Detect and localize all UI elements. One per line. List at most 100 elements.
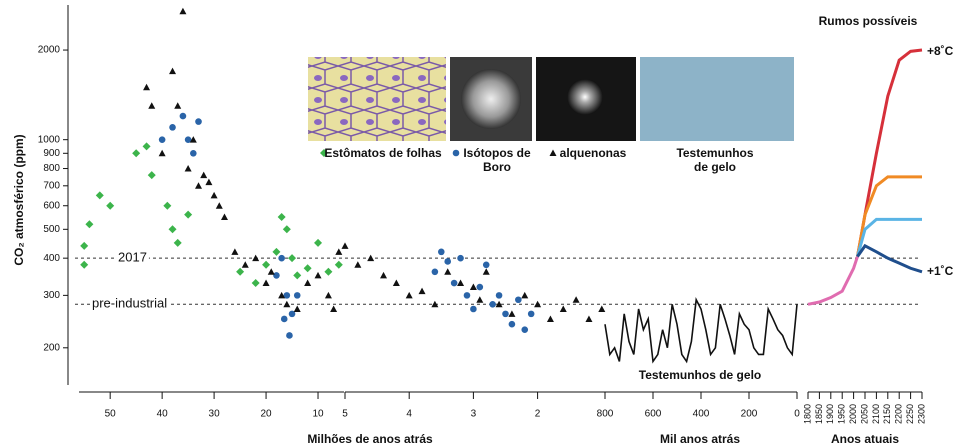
point xyxy=(262,260,271,269)
point xyxy=(293,305,301,312)
x-tick-label: 2000 xyxy=(848,404,858,424)
annotation: Testemunhos de gelo xyxy=(639,368,761,382)
point xyxy=(158,136,166,143)
reference-label: pre-industrial xyxy=(92,296,167,311)
point xyxy=(463,292,471,299)
point xyxy=(283,292,291,299)
point xyxy=(293,292,301,299)
point xyxy=(278,254,285,262)
point xyxy=(184,165,192,172)
y-tick-label: 200 xyxy=(43,342,60,353)
photo-stomata xyxy=(308,57,446,141)
point xyxy=(163,201,172,210)
point xyxy=(324,291,332,299)
x-tick-label: 5 xyxy=(342,409,348,420)
point xyxy=(195,182,203,189)
point xyxy=(288,254,297,263)
point xyxy=(267,268,275,275)
point xyxy=(272,247,281,256)
y-tick-label: 700 xyxy=(43,180,60,191)
point xyxy=(380,271,388,279)
y-tick-label: 800 xyxy=(43,163,60,174)
point xyxy=(215,202,223,209)
point xyxy=(515,296,522,304)
point xyxy=(431,268,439,276)
point xyxy=(534,300,542,308)
point xyxy=(572,296,580,303)
point xyxy=(80,260,89,269)
point xyxy=(195,118,202,125)
point xyxy=(330,305,338,312)
x-tick-label: 200 xyxy=(741,409,758,420)
x-tick-label: 1800 xyxy=(802,404,812,424)
point xyxy=(585,315,593,322)
point xyxy=(476,296,484,303)
y-tick-label: 600 xyxy=(43,200,60,211)
point xyxy=(482,261,490,269)
point xyxy=(335,248,343,255)
point xyxy=(482,268,490,275)
annotation: +1˚C xyxy=(927,264,954,278)
point xyxy=(444,268,452,275)
legend-marker xyxy=(549,149,557,156)
legend-entry: Testemunhos de gelo xyxy=(676,146,754,174)
point xyxy=(489,300,496,308)
point xyxy=(288,310,296,318)
x-tick-label: 2150 xyxy=(882,404,892,424)
point xyxy=(280,315,288,323)
x-tick-label: 2 xyxy=(535,409,541,420)
x-tick-label: 10 xyxy=(312,409,324,420)
point xyxy=(251,279,260,288)
point xyxy=(354,261,362,268)
x-tick-label: 3 xyxy=(471,409,477,420)
point xyxy=(277,212,286,221)
point xyxy=(184,210,193,219)
point xyxy=(598,305,606,312)
photo-boron-shape xyxy=(461,69,521,129)
x-tick-label: 2050 xyxy=(859,404,869,424)
point xyxy=(304,279,312,287)
x-tick-label: 40 xyxy=(157,409,169,420)
point xyxy=(457,279,465,287)
point xyxy=(495,300,503,308)
point xyxy=(106,201,115,210)
x-tick-label: 1900 xyxy=(825,404,835,424)
point xyxy=(231,248,239,255)
x-axis-label: Milhões de anos atrás xyxy=(307,432,433,446)
x-axis-label: Mil anos atrás xyxy=(660,432,740,446)
point xyxy=(241,261,249,268)
legend-entry: alquenonas xyxy=(559,146,627,160)
y-tick-label: 900 xyxy=(43,148,60,159)
point xyxy=(278,291,286,299)
x-tick-label: 50 xyxy=(105,409,117,420)
x-axis-label: Anos atuais xyxy=(831,432,899,446)
scenario-title: Rumos possíveis xyxy=(819,14,918,28)
y-axis-label: CO₂ atmosférico (ppm) xyxy=(12,134,26,265)
point xyxy=(314,238,323,247)
point xyxy=(559,305,567,312)
point xyxy=(450,279,458,287)
point xyxy=(444,258,452,265)
label-bg xyxy=(90,295,170,311)
x-tick-label: 800 xyxy=(597,409,614,420)
point xyxy=(470,305,477,313)
point xyxy=(158,149,166,157)
point xyxy=(169,67,177,75)
point xyxy=(469,283,477,291)
annotation: +8˚C xyxy=(927,44,954,58)
point xyxy=(179,112,187,120)
point xyxy=(184,136,192,143)
x-tick-label: 2100 xyxy=(871,404,881,424)
y-tick-label: 1000 xyxy=(38,134,61,145)
point xyxy=(148,102,156,109)
line xyxy=(855,175,922,257)
label-bg xyxy=(116,249,149,265)
line xyxy=(856,243,923,274)
point xyxy=(179,7,187,15)
x-tick-label: 2250 xyxy=(905,404,915,424)
point xyxy=(314,271,322,279)
point xyxy=(210,191,218,199)
point xyxy=(173,238,182,247)
x-tick-label: 0 xyxy=(794,409,800,420)
point xyxy=(132,149,141,158)
